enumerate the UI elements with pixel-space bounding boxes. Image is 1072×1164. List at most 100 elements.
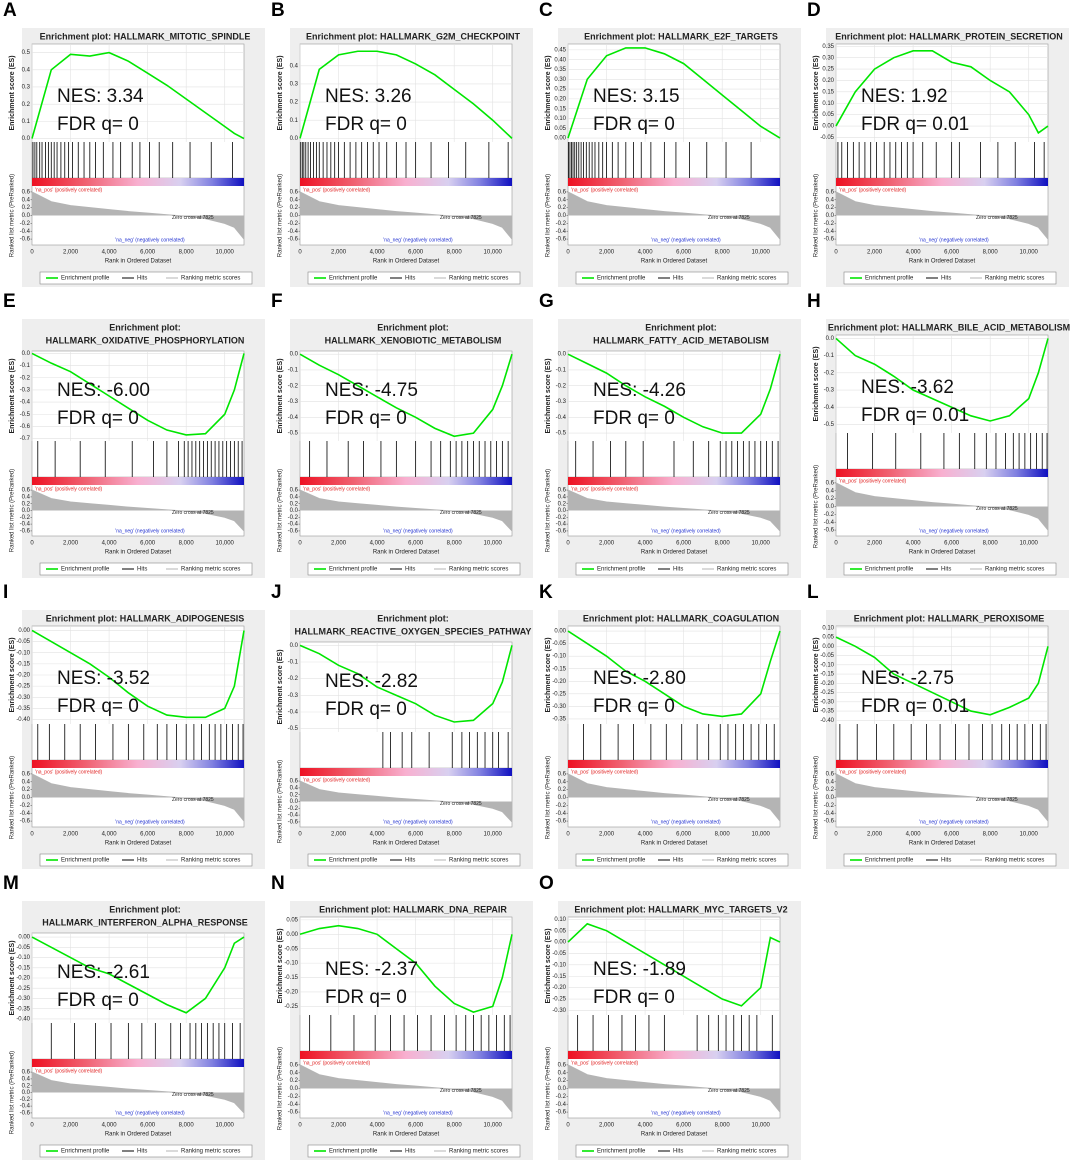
annotation: NES: 3.26: [325, 86, 412, 107]
y2-tick-label: -0.4: [288, 813, 299, 819]
y-tick-label: 0.35: [554, 67, 566, 73]
y-tick-label: 0.5: [22, 50, 31, 56]
enrichment-line: [567, 630, 781, 718]
legend-label: Ranking metric scores: [985, 858, 1044, 864]
y2-tick-label: 0.2: [290, 205, 299, 211]
panel-letter: A: [3, 0, 17, 21]
x-axis-label: Rank in Ordered Dataset: [373, 841, 440, 847]
y2-tick-label: -0.2: [288, 221, 299, 227]
y-tick-label: -0.05: [552, 951, 566, 957]
y-tick-label: 0.25: [822, 67, 834, 73]
y2-tick-label: -0.4: [20, 811, 31, 817]
zero-cross-label: Zero cross at 7825: [708, 510, 750, 516]
zero-cross-label: Zero cross at 7825: [172, 215, 214, 221]
enrichment-line: [299, 50, 513, 139]
y2-tick-label: 0.2: [558, 787, 567, 793]
y2-tick-label: 0.0: [826, 213, 835, 219]
y2-tick-label: 0.0: [558, 1086, 567, 1092]
zero-cross-label: Zero cross at 7825: [708, 215, 750, 221]
neg-label: 'na_neg' (negatively correlated): [115, 819, 185, 825]
y2-tick-label: 0.0: [22, 213, 31, 219]
pos-label: 'na_pos' (positively correlated): [35, 187, 103, 193]
metric-area-fill: [32, 490, 244, 531]
y-tick-label: 0.05: [554, 126, 566, 132]
y-tick-label: 0.4: [22, 67, 31, 73]
x-tick-label: 10,000: [216, 1123, 235, 1129]
annotation: FDR q= 0: [593, 987, 675, 1008]
legend-label: Enrichment profile: [329, 858, 378, 864]
pos-label: 'na_pos' (positively correlated): [571, 1060, 639, 1066]
y-tick-label: -0.10: [284, 961, 298, 967]
y-tick-label: 0.00: [18, 628, 30, 634]
x-axis-label: Rank in Ordered Dataset: [373, 259, 440, 265]
y-axis-label: Enrichment score (ES): [9, 637, 16, 712]
panel-letter: E: [3, 291, 16, 312]
y2-axis-label: Ranked list metric (PreRanked): [814, 465, 820, 548]
legend-box: [39, 853, 253, 867]
legend-label: Hits: [405, 276, 415, 282]
y-tick-label: -0.15: [820, 672, 834, 678]
x-tick-label: 10,000: [216, 541, 235, 547]
y2-tick-label: 0.0: [22, 795, 31, 801]
y2-tick-label: -0.4: [824, 811, 835, 817]
y2-tick-label: -0.2: [288, 1094, 299, 1100]
x-tick-label: 8,000: [179, 1123, 195, 1129]
legend-label: Ranking metric scores: [449, 858, 508, 864]
legend-label: Hits: [941, 858, 951, 864]
annotation: NES: -2.37: [325, 959, 418, 980]
metric-area-fill: [568, 1064, 780, 1113]
y2-tick-label: 0.6: [826, 771, 835, 777]
rank-color-bar: [568, 760, 780, 768]
y2-tick-label: -0.6: [288, 819, 299, 825]
annotation: FDR q= 0: [593, 114, 675, 135]
legend-label: Hits: [405, 567, 415, 573]
y2-tick-label: 0.6: [22, 771, 31, 777]
y-axis-label: Enrichment score (ES): [813, 346, 820, 421]
panel-letter: C: [539, 0, 553, 21]
y2-tick-label: 0.4: [826, 197, 835, 203]
y-tick-label: -0.20: [16, 976, 30, 982]
y-tick-label: 0.00: [554, 136, 566, 142]
neg-label: 'na_neg' (negatively correlated): [383, 528, 453, 534]
y2-tick-label: 0.4: [290, 197, 299, 203]
x-tick-label: 6,000: [408, 1123, 424, 1129]
y2-tick-label: -0.6: [20, 528, 31, 534]
metric-area-fill: [32, 1072, 244, 1113]
legend-label: Ranking metric scores: [717, 276, 776, 282]
y-tick-label: -0.25: [284, 1004, 298, 1010]
metric-line: [835, 191, 1049, 240]
neg-label: 'na_neg' (negatively correlated): [919, 528, 989, 534]
legend-label: Hits: [137, 276, 147, 282]
annotation: NES: 1.92: [861, 86, 948, 107]
x-tick-label: 8,000: [983, 250, 999, 256]
zero-cross-label: Zero cross at 7825: [440, 1088, 482, 1094]
y2-tick-label: 0.2: [22, 501, 31, 507]
panel-title: HALLMARK_REACTIVE_OXYGEN_SPECIES_PATHWAY: [295, 626, 532, 636]
y-tick-label: 0.20: [822, 78, 834, 84]
legend-label: Enrichment profile: [865, 276, 914, 282]
legend-box: [39, 562, 253, 576]
metric-line: [299, 1064, 513, 1113]
y-tick-label: 0.00: [554, 629, 566, 635]
metric-area-fill: [300, 191, 512, 240]
rank-color-bar: [300, 477, 512, 485]
y-tick-label: 0.30: [822, 55, 834, 61]
legend-label: Enrichment profile: [865, 567, 914, 573]
pos-label: 'na_pos' (positively correlated): [571, 187, 639, 193]
y2-tick-label: -0.2: [824, 803, 835, 809]
y2-tick-label: 0.2: [290, 1078, 299, 1084]
x-tick-label: 6,000: [944, 541, 960, 547]
annotation: NES: -2.61: [57, 962, 150, 983]
x-tick-label: 4,000: [102, 832, 118, 838]
panel: N Enrichment plot: HALLMARK_DNA_REPAIR 0.0…: [271, 873, 533, 1160]
panel: A Enrichment plot: HALLMARK_MITOTIC_SPIND…: [3, 0, 265, 287]
x-tick-label: 8,000: [179, 832, 195, 838]
y-tick-label: 0.05: [822, 635, 834, 641]
x-axis-label: Rank in Ordered Dataset: [641, 259, 708, 265]
neg-label: 'na_neg' (negatively correlated): [651, 1110, 721, 1116]
rank-color-bar: [568, 1051, 780, 1059]
legend-box: [39, 1144, 253, 1158]
y2-tick-label: 0.0: [22, 508, 31, 514]
panel-title: Enrichment plot: HALLMARK_PEROXISOME: [854, 613, 1045, 623]
